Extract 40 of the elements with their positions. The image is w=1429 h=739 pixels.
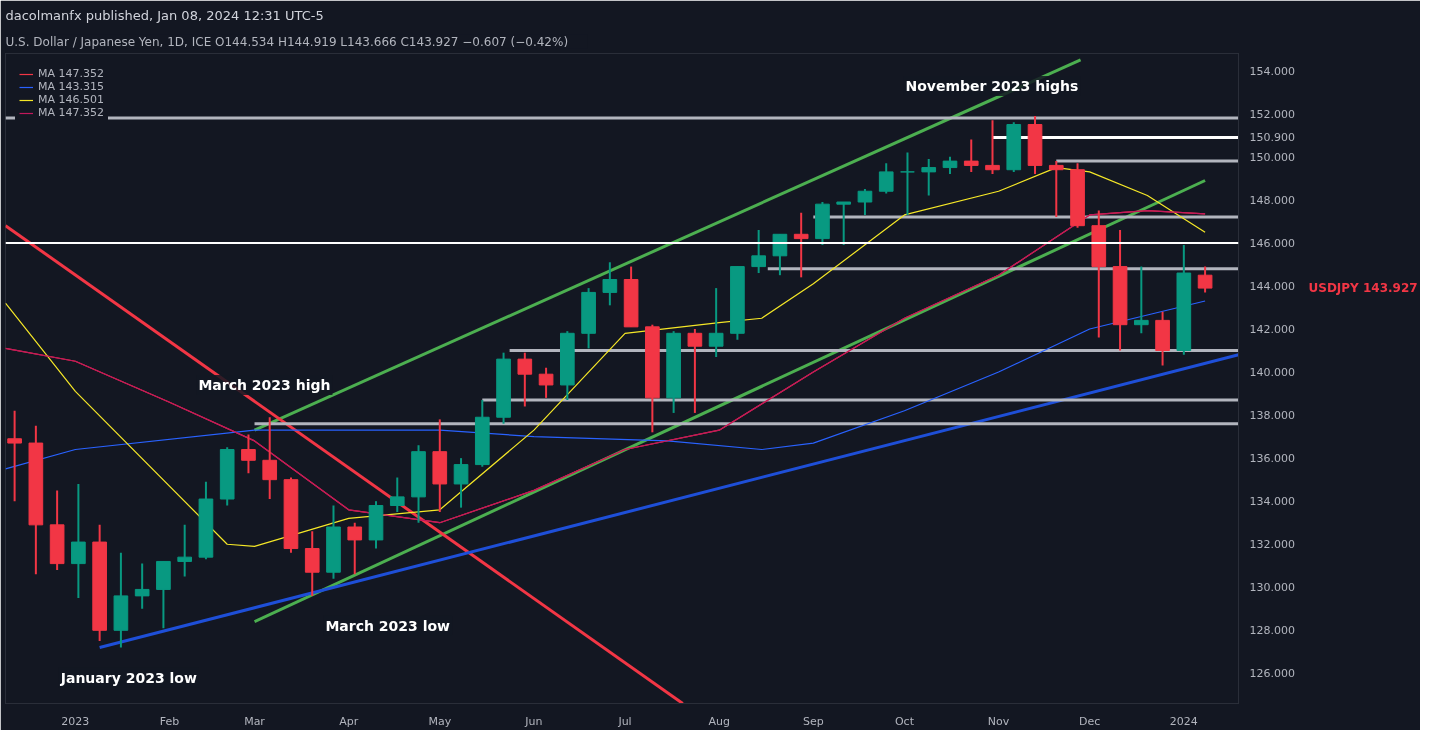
annotation: March 2023 high <box>198 377 331 393</box>
y-tick-label: 146.000 <box>1249 236 1295 250</box>
annotation: November 2023 highs <box>905 78 1079 94</box>
y-tick-label: 128.000 <box>1249 624 1295 638</box>
x-tick-label: Jun <box>524 714 543 728</box>
legend-label: MA 147.352 <box>38 106 104 119</box>
y-tick-label: 138.000 <box>1249 409 1295 423</box>
x-tick-label: Feb <box>159 714 180 728</box>
x-tick-label: Jul <box>617 714 632 728</box>
x-tick-label: Mar <box>244 714 266 728</box>
legend-label: MA 143.315 <box>38 80 104 93</box>
x-tick-label: 2023 <box>61 714 90 728</box>
x-tick-label: Oct <box>894 714 915 728</box>
x-tick-label: Aug <box>708 714 730 728</box>
x-tick-label: Dec <box>1079 714 1101 728</box>
y-tick-label: 150.900 <box>1249 131 1295 145</box>
y-tick-label: 154.000 <box>1249 64 1295 78</box>
y-tick-label: 126.000 <box>1249 667 1295 681</box>
chart-title: dacolmanfx published, Jan 08, 2024 12:31 UTC-5 <box>5 7 324 23</box>
y-tick-label: 130.000 <box>1249 581 1295 595</box>
legend-label: MA 147.352 <box>38 67 104 80</box>
legend-label: MA 146.501 <box>38 93 104 106</box>
y-tick-label: 140.000 <box>1249 366 1295 380</box>
x-tick-label: Sep <box>802 714 824 728</box>
x-tick-label: May <box>428 714 452 728</box>
x-tick-label: 2024 <box>1169 714 1198 728</box>
chart-subtitle: U.S. Dollar / Japanese Yen, 1D, ICE O144.534 H144.919 L143.666 C143.927 −0.607 (−0.42%) <box>5 34 569 49</box>
y-tick-label: 150.000 <box>1249 150 1295 164</box>
y-tick-label: 136.000 <box>1249 452 1295 466</box>
y-tick-label: 152.000 <box>1249 107 1295 121</box>
y-tick-label: 134.000 <box>1249 495 1295 509</box>
y-tick-label: 142.000 <box>1249 323 1295 336</box>
y-tick-label: 132.000 <box>1249 538 1295 552</box>
y-tick-label: 144.000 <box>1249 279 1295 293</box>
x-tick-label: Apr <box>339 714 359 728</box>
y-tick-label: 148.000 <box>1249 193 1295 207</box>
annotation: March 2023 low <box>325 617 451 634</box>
text: USDJPY 143.927 <box>1308 280 1418 295</box>
annotation: January 2023 low <box>59 669 197 686</box>
x-tick-label: Nov <box>987 714 1010 728</box>
